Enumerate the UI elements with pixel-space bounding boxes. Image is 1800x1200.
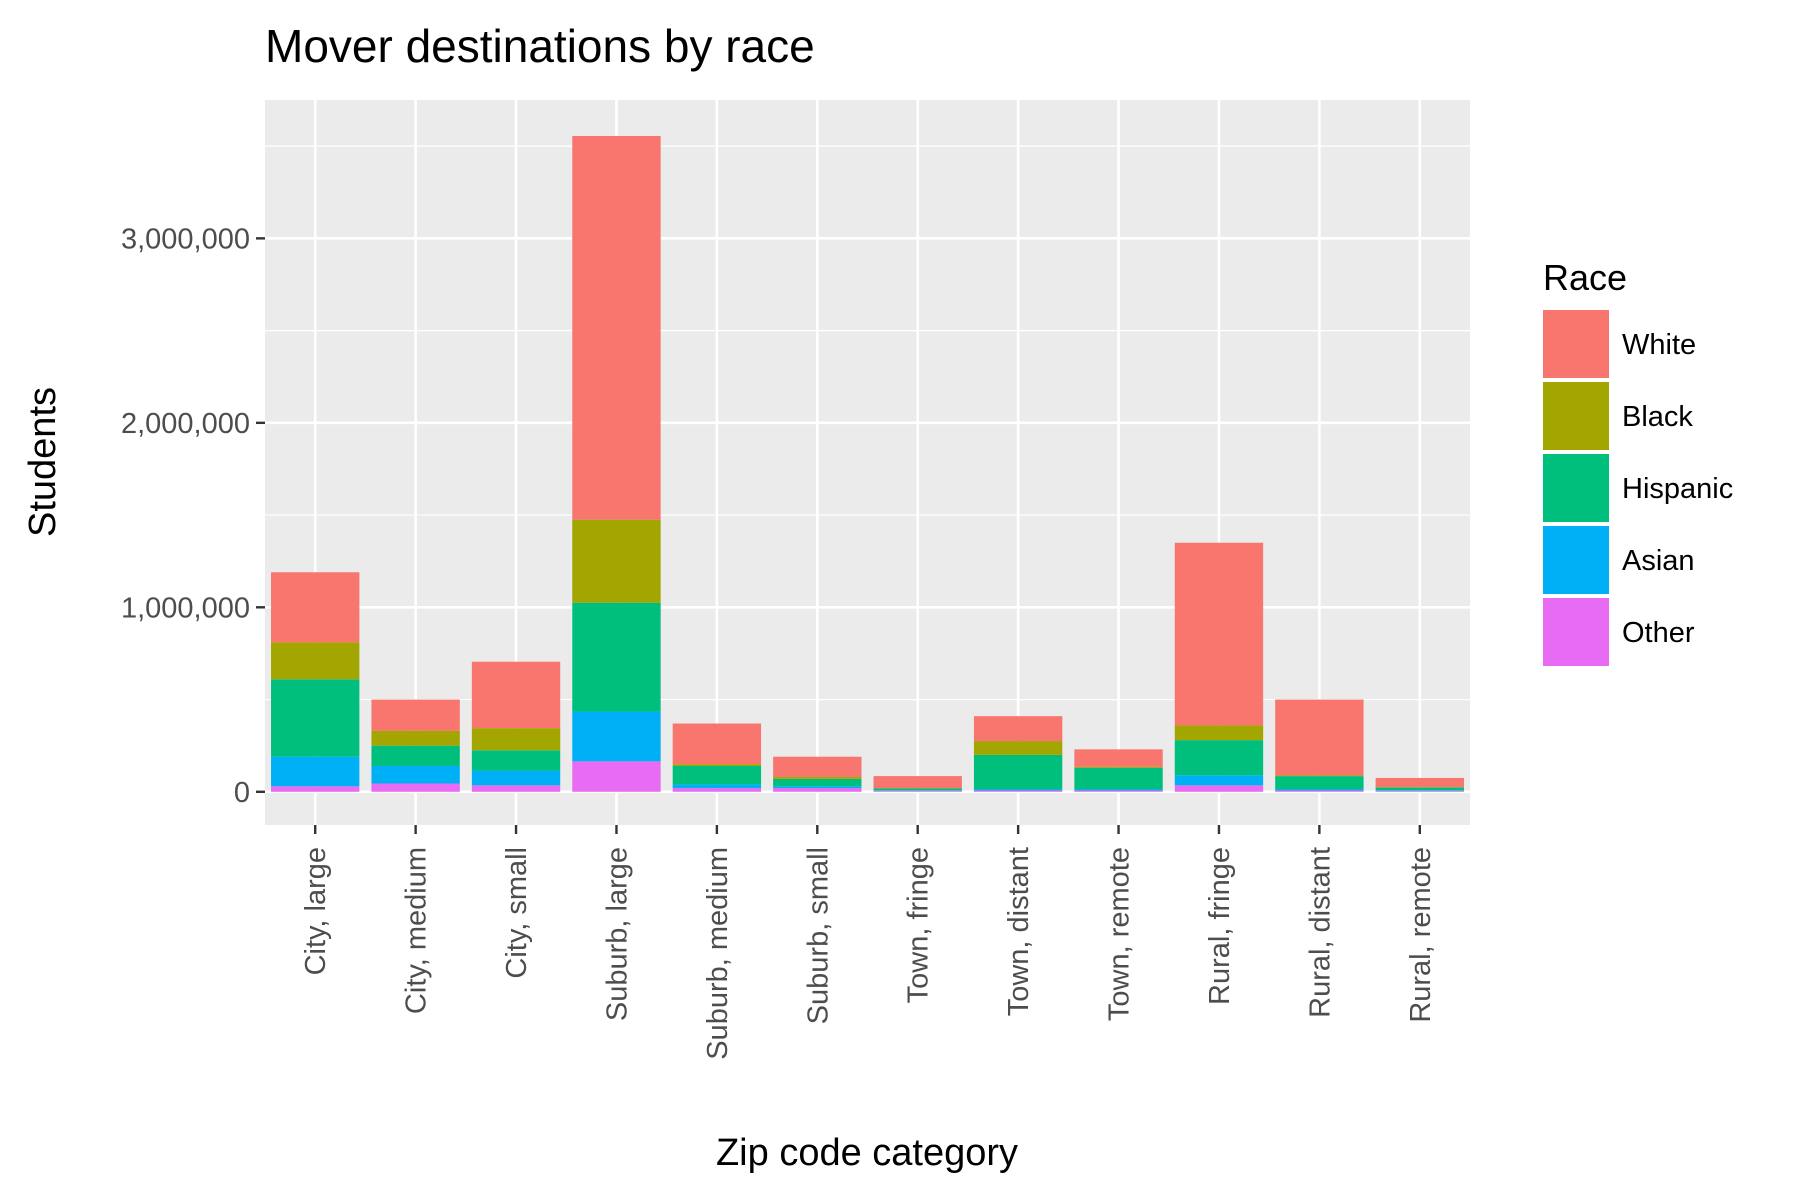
x-tick-label: Rural, fringe — [1204, 847, 1236, 1005]
legend-key-asian — [1543, 526, 1609, 594]
x-tick-label: Suburb, medium — [702, 847, 734, 1060]
x-axis-title: Zip code category — [716, 1132, 1018, 1174]
bar-segment-white — [773, 756, 862, 778]
bar-segment-hispanic — [1375, 787, 1464, 791]
bar-segment-black — [1074, 766, 1163, 768]
bar-segment-black — [572, 519, 661, 603]
bar-segment-white — [572, 135, 661, 520]
x-tick-label: Rural, remote — [1405, 847, 1437, 1023]
y-axis-title: Students — [22, 387, 64, 537]
bar-segment-hispanic — [672, 765, 762, 785]
bar-segment-other — [1275, 790, 1364, 792]
legend-key-other — [1543, 598, 1609, 666]
bar-segment-hispanic — [471, 750, 561, 771]
bar-segment-other — [773, 788, 862, 792]
y-tick-label: 2,000,000 — [121, 408, 250, 440]
bar-segment-asian — [1174, 775, 1264, 786]
bar-segment-white — [1275, 699, 1364, 776]
bar-segment-other — [1174, 785, 1264, 792]
legend-label-black: Black — [1622, 401, 1693, 433]
bar-segment-black — [672, 764, 762, 766]
bar-segment-other — [471, 785, 561, 792]
bar-segment-asian — [572, 711, 661, 762]
x-tick-label: Town, remote — [1104, 847, 1136, 1021]
bar-segment-other — [271, 786, 360, 792]
bar-segment-white — [973, 716, 1063, 742]
bar-segment-asian — [1375, 790, 1464, 791]
grid-minor — [265, 145, 1470, 701]
bar-segment-asian — [471, 770, 561, 786]
bar-segment-asian — [873, 790, 962, 791]
bar-segment-asian — [773, 786, 862, 789]
bar-segment-hispanic — [1275, 776, 1364, 790]
legend: Race White Black Hispanic Asian Other — [1543, 257, 1733, 666]
bar-segment-white — [672, 723, 762, 765]
bar-segment-hispanic — [773, 778, 862, 787]
plot-panel — [265, 100, 1470, 825]
bar-segment-black — [471, 728, 561, 751]
y-tick-label: 0 — [234, 777, 250, 809]
legend-label-hispanic: Hispanic — [1622, 473, 1733, 505]
bar-segment-white — [873, 776, 962, 789]
bar-segment-asian — [1275, 789, 1364, 791]
bar-segment-hispanic — [1074, 767, 1163, 790]
legend-key-hispanic — [1543, 454, 1609, 522]
bar-segment-white — [1074, 749, 1163, 767]
bar-segment-other — [1074, 790, 1163, 792]
y-axis: 0 1,000,000 2,000,000 3,000,000 — [121, 223, 265, 809]
x-tick-label: Suburb, large — [601, 847, 633, 1021]
bar-segment-asian — [672, 784, 762, 789]
bar-segment-white — [371, 699, 460, 731]
bar-segment-other — [973, 790, 1063, 792]
x-tick-label: City, small — [501, 847, 533, 979]
x-axis: City, large City, medium City, small Suburb… — [300, 825, 1437, 1060]
x-tick-label: City, medium — [401, 847, 433, 1014]
x-tick-label: Suburb, small — [802, 847, 834, 1024]
bar-segment-other — [1375, 790, 1464, 792]
x-tick-label: Rural, distant — [1304, 847, 1336, 1018]
x-tick-label: Town, fringe — [903, 847, 935, 1003]
bar-segment-white — [1174, 542, 1264, 726]
bar-segment-asian — [1074, 789, 1163, 791]
bar-segment-white — [271, 572, 360, 643]
legend-label-white: White — [1622, 329, 1696, 361]
bar-segment-other — [873, 790, 962, 792]
legend-key-white — [1543, 310, 1609, 378]
bar-segment-hispanic — [271, 679, 360, 757]
bars — [271, 135, 1464, 792]
legend-label-other: Other — [1622, 617, 1695, 649]
bar-segment-hispanic — [1174, 740, 1264, 776]
bar-segment-asian — [271, 756, 360, 787]
y-tick-label: 3,000,000 — [121, 223, 250, 255]
bar-segment-other — [371, 783, 460, 792]
bar-segment-asian — [371, 765, 460, 784]
x-tick-label: Town, distant — [1003, 847, 1035, 1016]
bar-segment-white — [471, 661, 561, 729]
bar-segment-black — [1275, 775, 1364, 777]
bar-segment-other — [572, 761, 661, 792]
bar-segment-black — [1174, 725, 1264, 741]
bar-segment-asian — [973, 789, 1063, 791]
bar-segment-hispanic — [973, 754, 1063, 790]
legend-label-asian: Asian — [1622, 545, 1695, 577]
bar-segment-white — [1375, 777, 1464, 788]
legend-key-black — [1543, 382, 1609, 450]
legend-title: Race — [1543, 257, 1627, 298]
chart-title: Mover destinations by race — [265, 20, 815, 72]
bar-segment-hispanic — [873, 788, 962, 791]
bar-segment-other — [672, 788, 762, 792]
bar-segment-hispanic — [572, 602, 661, 712]
bar-segment-hispanic — [371, 745, 460, 766]
bar-segment-black — [371, 730, 460, 746]
x-tick-label: City, large — [300, 847, 332, 975]
bar-segment-black — [973, 741, 1063, 755]
y-tick-label: 1,000,000 — [121, 592, 250, 624]
bar-segment-black — [773, 777, 862, 779]
bar-segment-black — [271, 642, 360, 680]
